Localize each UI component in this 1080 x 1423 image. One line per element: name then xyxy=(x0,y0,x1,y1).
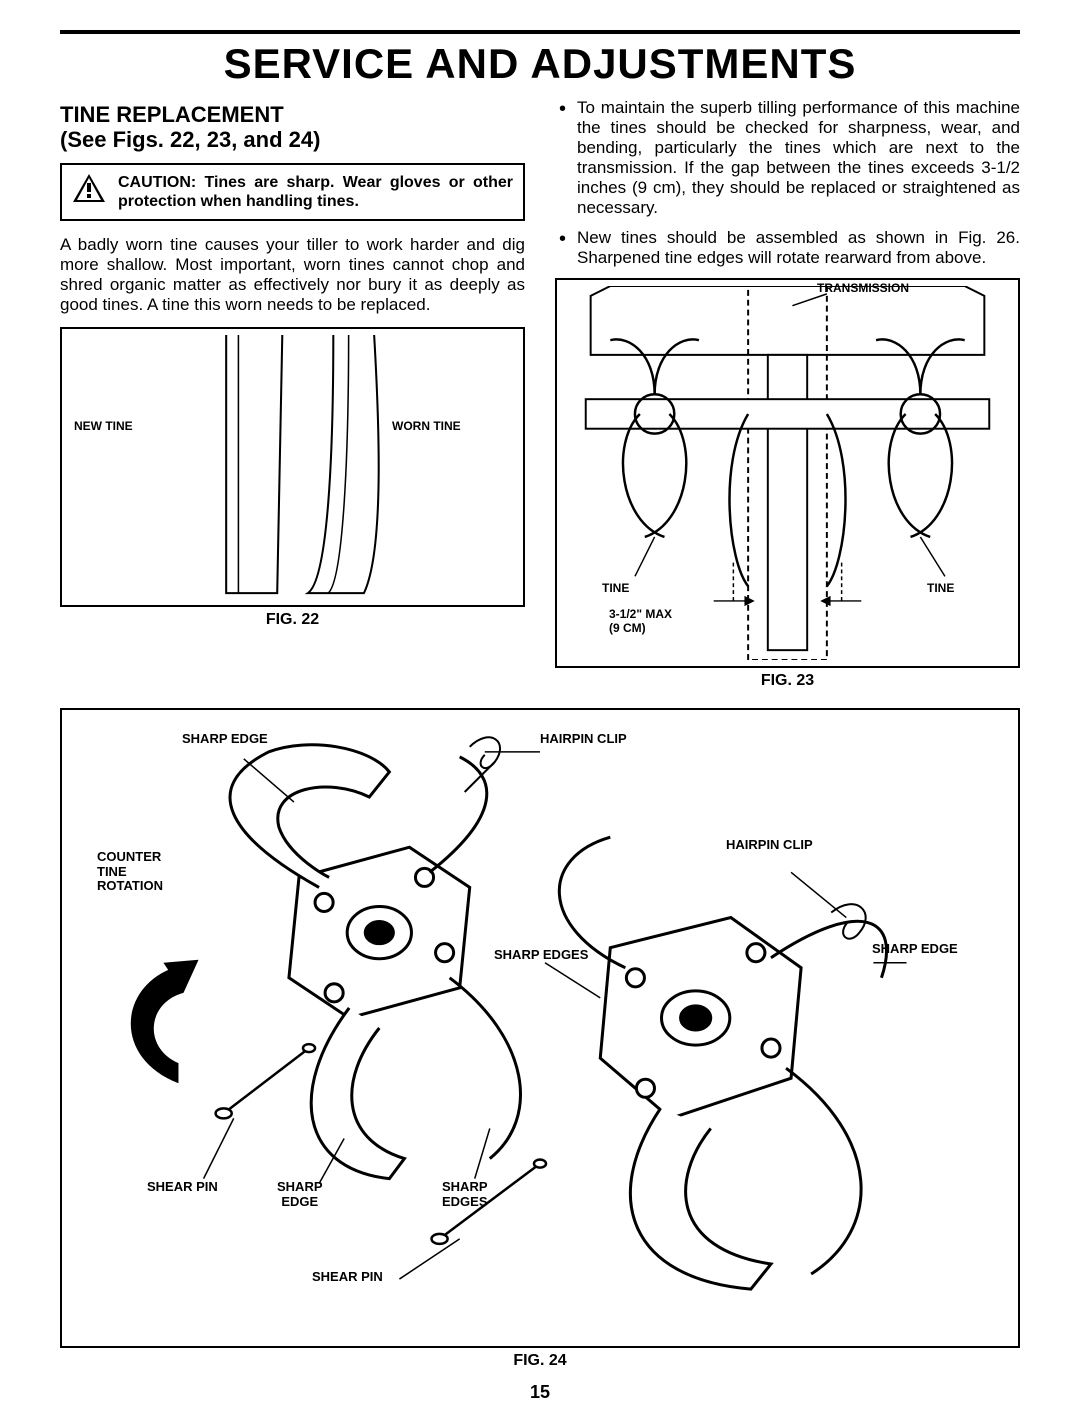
figure-23-box: TRANSMISSION TINE TINE 3-1/2" MAX (9 CM) xyxy=(555,278,1020,668)
fig24-sharp-edges-mid: SHARP EDGES xyxy=(494,948,588,962)
fig23-max-line1: 3-1/2" MAX xyxy=(609,607,672,621)
fig24-shear-pin-bottom: SHEAR PIN xyxy=(312,1270,383,1284)
bullet-1: To maintain the superb tilling performan… xyxy=(555,98,1020,218)
fig24-caption: FIG. 24 xyxy=(60,1352,1020,1370)
fig23-transmission-label: TRANSMISSION xyxy=(817,282,909,295)
fig24-counter-rotation: COUNTER TINE ROTATION xyxy=(97,850,163,893)
fig23-max-label: 3-1/2" MAX (9 CM) xyxy=(609,608,672,634)
fig24-sharp-edge-bl: SHARP EDGE xyxy=(277,1180,323,1209)
caution-text: CAUTION: Tines are sharp. Wear gloves or… xyxy=(118,173,513,211)
fig22-caption: FIG. 22 xyxy=(60,611,525,629)
fig24-sharp-edge-top: SHARP EDGE xyxy=(182,732,268,746)
heading-line-1: TINE REPLACEMENT xyxy=(60,102,284,127)
heading-line-2: (See Figs. 22, 23, and 24) xyxy=(60,127,320,152)
warning-icon xyxy=(72,173,106,203)
figure-24-box: SHARP EDGE COUNTER TINE ROTATION HAIRPIN… xyxy=(60,708,1020,1348)
page-container: SERVICE AND ADJUSTMENTS TINE REPLACEMENT… xyxy=(0,0,1080,1423)
bullet-2: New tines should be assembled as shown i… xyxy=(555,228,1020,268)
bullet-list: To maintain the superb tilling performan… xyxy=(555,98,1020,268)
fig24-shear-pin-left: SHEAR PIN xyxy=(147,1180,218,1194)
fig24-hairpin-clip-right: HAIRPIN CLIP xyxy=(726,838,813,852)
body-paragraph-1: A badly worn tine causes your tiller to … xyxy=(60,235,525,315)
right-column: To maintain the superb tilling performan… xyxy=(555,98,1020,690)
page-number: 15 xyxy=(60,1382,1020,1403)
main-title: SERVICE AND ADJUSTMENTS xyxy=(60,40,1020,88)
fig23-tine-left-label: TINE xyxy=(602,582,629,595)
two-column-layout: TINE REPLACEMENT (See Figs. 22, 23, and … xyxy=(60,98,1020,690)
top-rule xyxy=(60,30,1020,34)
fig24-sharp-edges-bm: SHARP EDGES xyxy=(442,1180,488,1209)
fig24-sharp-edge-right: SHARP EDGE xyxy=(872,942,958,956)
figure-22-box: NEW TINE WORN TINE xyxy=(60,327,525,607)
left-column: TINE REPLACEMENT (See Figs. 22, 23, and … xyxy=(60,98,525,690)
fig23-caption: FIG. 23 xyxy=(555,672,1020,690)
fig24-hairpin-clip-top: HAIRPIN CLIP xyxy=(540,732,627,746)
fig22-worn-tine-label: WORN TINE xyxy=(392,419,461,433)
fig23-tine-right-label: TINE xyxy=(927,582,954,595)
tine-replacement-heading: TINE REPLACEMENT (See Figs. 22, 23, and … xyxy=(60,102,525,153)
fig22-new-tine-label: NEW TINE xyxy=(74,419,133,433)
fig23-max-line2: (9 CM) xyxy=(609,621,646,635)
caution-box: CAUTION: Tines are sharp. Wear gloves or… xyxy=(60,163,525,221)
